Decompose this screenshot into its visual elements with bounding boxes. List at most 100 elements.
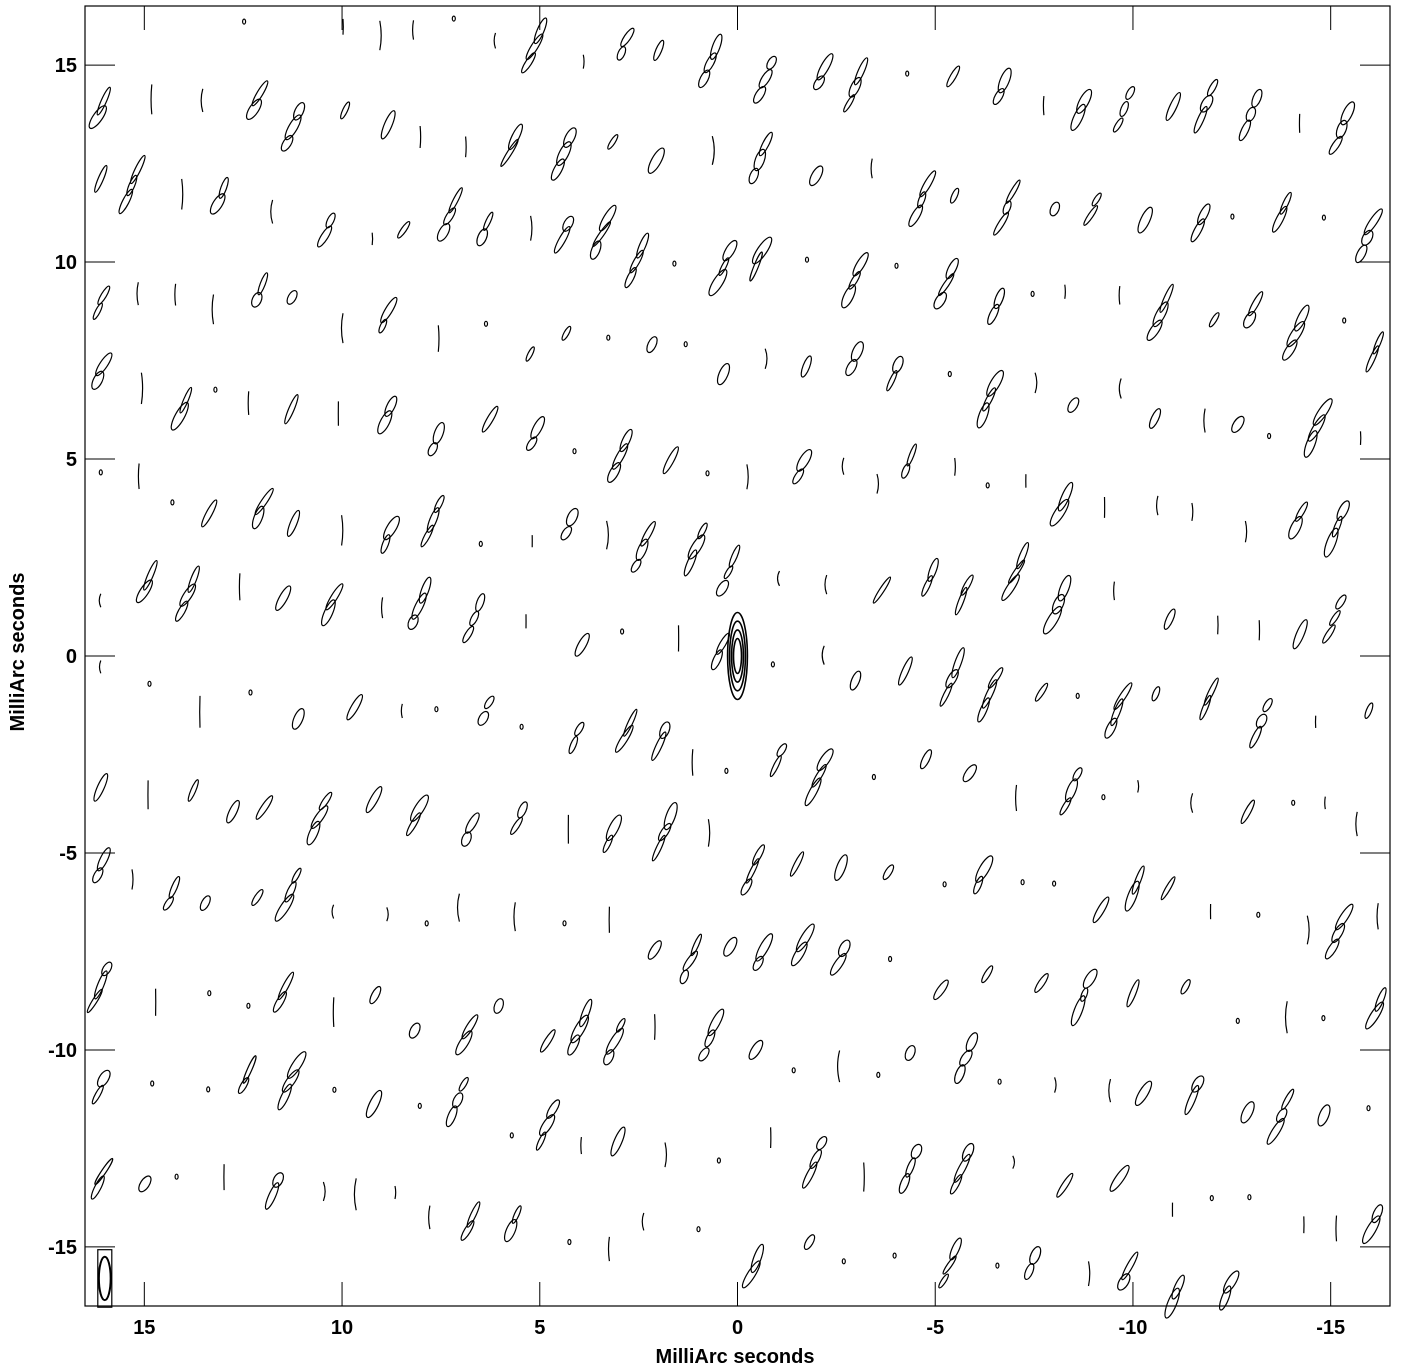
sidelobe-contour (1281, 1088, 1295, 1111)
sidelobe-contour (465, 812, 480, 834)
sidelobe-contour (1113, 682, 1133, 711)
sidelobe-contour (615, 1017, 626, 1033)
y-tick-label: 5 (66, 449, 77, 471)
sidelobe-contour (892, 1252, 897, 1259)
sidelobe-contour (1324, 796, 1326, 810)
sidelobe-contour (129, 154, 146, 185)
sidelobe-contour (977, 697, 991, 723)
sidelobe-contour (740, 878, 753, 896)
sidelobe-contour (824, 574, 828, 595)
sidelobe-contour (1203, 677, 1219, 706)
central-source-contour (732, 637, 743, 675)
sidelobe-contour (535, 1131, 547, 1151)
sidelobe-contour (478, 540, 483, 548)
sidelobe-contour (897, 656, 913, 686)
sidelobe-contour (705, 470, 710, 477)
sidelobe-contour (565, 507, 579, 527)
sidelobe-contour (1374, 987, 1387, 1012)
sidelobe-contour (379, 20, 382, 51)
sidelobe-contour (1056, 1172, 1074, 1198)
sidelobe-contour (602, 834, 614, 854)
sidelobe-contour (904, 1044, 916, 1062)
sidelobe-contour (1251, 88, 1263, 108)
sidelobe-contour (567, 1034, 581, 1056)
sidelobe-contour (1323, 527, 1339, 558)
sidelobe-contour (1165, 91, 1182, 122)
sidelobe-contour (1049, 498, 1070, 527)
sidelobe-contour (750, 1243, 765, 1274)
sidelobe-contour (500, 138, 519, 168)
sidelobe-contour (483, 320, 489, 327)
sidelobe-contour (682, 950, 699, 972)
sidelobe-contour (530, 416, 546, 440)
sidelobe-contour (135, 579, 154, 604)
sidelobe-contour (482, 211, 494, 231)
sidelobe-contour (985, 482, 990, 489)
sidelobe-contour (140, 372, 144, 405)
sidelobe-contour (1271, 205, 1288, 233)
sidelobe-contour (997, 1078, 1002, 1085)
sidelobe-contour (1002, 200, 1012, 215)
sidelobe-contour (1244, 520, 1248, 543)
sidelobe-contour (651, 834, 666, 862)
x-tick-label: -10 (1119, 1317, 1148, 1339)
sidelobe-contour (1083, 205, 1099, 226)
sidelobe-contour (849, 670, 862, 691)
sidelobe-contour (1321, 214, 1327, 221)
sidelobe-contour (162, 896, 174, 911)
sidelobe-contour (264, 1182, 280, 1210)
sidelobe-contour (427, 442, 439, 457)
sidelobe-contour (530, 215, 533, 241)
sidelobe-contour (651, 731, 667, 761)
sidelobe-contour (1101, 794, 1106, 801)
sidelobe-contour (550, 158, 566, 181)
sidelobe-contour (723, 936, 738, 957)
sidelobe-contour (277, 971, 295, 1001)
sidelobe-contour (1336, 500, 1350, 521)
sidelobe-contour (1355, 244, 1368, 264)
sidelobe-contour (834, 854, 848, 881)
sidelobe-contour (1288, 515, 1303, 540)
sidelobe-contour (803, 1234, 816, 1251)
sidelobe-contour (1015, 784, 1018, 812)
sidelobe-contour (804, 777, 822, 807)
sidelobe-contour (1051, 880, 1057, 887)
sidelobe-contour (640, 520, 656, 547)
sidelobe-contour (769, 755, 782, 778)
sidelobe-contour (341, 515, 344, 546)
sidelobe-contour (332, 997, 335, 1027)
sidelobe-contour (213, 386, 218, 393)
sidelobe-contour (992, 87, 1005, 106)
x-tick-label: 15 (133, 1317, 155, 1339)
tick-labels: 15 10 5 0 -5 -10 -15 15 10 5 0 -5 -10 -15 (48, 55, 1345, 1339)
sidelobe-contour (247, 391, 250, 415)
sidelobe-contour (306, 820, 321, 846)
sidelobe-contour (1262, 697, 1273, 713)
sidelobe-contour (284, 114, 302, 141)
sidelobe-contour (93, 773, 109, 802)
sidelobe-contour (460, 1220, 475, 1241)
sidelobe-contour (238, 573, 241, 601)
sidelobe-contour (973, 875, 984, 895)
sidelobe-contour (251, 505, 265, 530)
sidelobe-contour (905, 1157, 916, 1178)
sidelobe-contour (1118, 378, 1122, 399)
x-tick-label: 5 (534, 1317, 545, 1339)
sidelobe-contour (605, 1027, 624, 1055)
sidelobe-contour (255, 795, 274, 820)
sidelobe-contour (96, 1069, 111, 1088)
sidelobe-contour (603, 1049, 615, 1066)
sidelobe-contour (1059, 797, 1072, 816)
sidelobe-contour (942, 881, 947, 888)
sidelobe-contour (94, 1157, 114, 1186)
sidelobe-contour (469, 610, 480, 627)
sidelobe-contour (1137, 780, 1140, 793)
sidelobe-contour (136, 282, 139, 306)
sidelobe-contour (181, 178, 184, 210)
sidelobe-contour (286, 509, 301, 537)
sidelobe-contour (749, 251, 763, 282)
sidelobe-contour (251, 80, 269, 107)
sidelobe-contour (138, 1175, 152, 1193)
sidelobe-contour (1159, 283, 1174, 313)
sidelobe-contour (170, 401, 189, 431)
